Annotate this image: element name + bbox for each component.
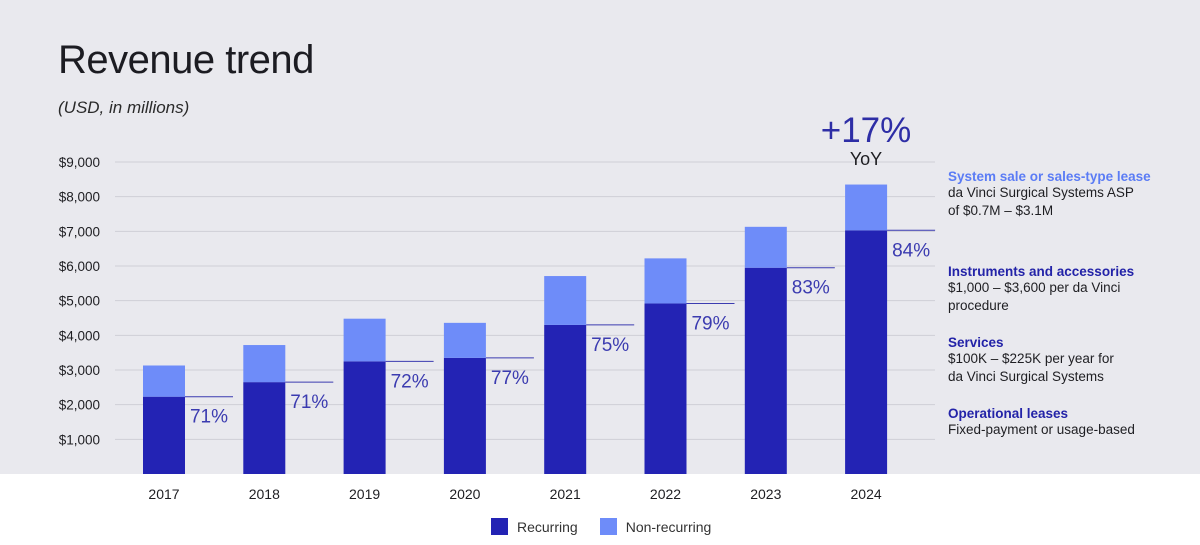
bar-recurring: [243, 382, 286, 474]
note-line: of $0.7M – $3.1M: [948, 203, 1054, 218]
y-tick-label: $2,000: [59, 398, 100, 413]
y-tick-label: $1,000: [59, 432, 100, 447]
x-tick-label: 2023: [750, 486, 781, 502]
x-tick-label: 2017: [148, 486, 179, 502]
legend-label: Recurring: [517, 518, 578, 535]
y-tick-label: $8,000: [59, 190, 100, 205]
chart-panel: [0, 0, 1200, 474]
x-tick-label: 2018: [249, 486, 280, 502]
note-system-sale: System sale or sales-type lease da Vinci…: [948, 169, 1178, 220]
recurring-share-label: 83%: [792, 278, 830, 299]
note-line: Fixed-payment or usage-based: [948, 422, 1135, 437]
bar-series: [143, 184, 888, 474]
page-subtitle: (USD, in millions): [58, 98, 190, 117]
recurring-share-label: 72%: [391, 371, 429, 392]
legend-swatch-non-recurring: [599, 518, 617, 535]
recurring-share-label: 84%: [892, 240, 930, 261]
y-tick-label: $3,000: [59, 363, 100, 378]
x-tick-label: 2020: [449, 486, 480, 502]
note-services: Services $100K – $225K per year for da V…: [948, 335, 1178, 386]
bar-recurring: [544, 324, 587, 474]
note-heading: Instruments and accessories: [948, 264, 1135, 279]
page-title: Revenue trend: [58, 38, 314, 82]
x-tick-label: 2022: [650, 486, 681, 502]
legend-swatch-recurring: [491, 518, 508, 535]
legend-item-recurring: Recurring: [491, 518, 578, 535]
note-heading: Services: [948, 335, 1004, 350]
y-tick-label: $9,000: [59, 155, 100, 170]
note-line: da Vinci Surgical Systems: [948, 369, 1104, 384]
recurring-share-label: 79%: [691, 313, 729, 334]
x-axis-ticks: 2017 2018 2019 2020 2021 2022 2023 2024: [148, 486, 881, 502]
bar-non-recurring: [544, 276, 587, 325]
bar-recurring: [845, 230, 888, 474]
bar-recurring: [343, 361, 386, 474]
note-heading: Operational leases: [948, 406, 1069, 421]
gridlines: [115, 161, 935, 440]
note-line: $1,000 – $3,600 per da Vinci: [948, 280, 1121, 295]
recurring-share-label: 71%: [190, 407, 228, 428]
bar-recurring: [143, 396, 185, 474]
recurring-share-label: 75%: [591, 335, 629, 356]
recurring-share-label: 77%: [491, 368, 529, 389]
note-line: procedure: [948, 298, 1009, 313]
bar-non-recurring: [143, 365, 185, 397]
note-operational-leases: Operational leases Fixed-payment or usag…: [948, 406, 1178, 439]
bar-non-recurring: [443, 322, 486, 358]
yoy-growth-label: YoY: [850, 149, 882, 169]
y-tick-label: $7,000: [59, 224, 100, 239]
bar-recurring: [443, 357, 486, 474]
recurring-share-label: 71%: [290, 392, 328, 413]
legend-label: Non-recurring: [625, 518, 712, 535]
note-line: $100K – $225K per year for: [948, 351, 1114, 366]
x-tick-label: 2024: [851, 486, 882, 502]
x-tick-label: 2021: [550, 486, 581, 502]
note-line: da Vinci Surgical Systems ASP: [948, 185, 1134, 200]
y-axis-ticks: $1,000 $2,000 $3,000 $4,000 $5,000 $6,000 $7,0…: [59, 155, 100, 447]
y-tick-label: $5,000: [59, 294, 100, 309]
y-tick-label: $4,000: [59, 328, 100, 343]
legend-item-non-recurring: Non-recurring: [599, 518, 712, 535]
recurring-share-labels: 71% 71% 72% 77% 75% 79% 83% 84%: [185, 229, 936, 428]
bar-non-recurring: [744, 226, 787, 268]
legend: Recurring Non-recurring: [491, 518, 733, 535]
bar-non-recurring: [644, 258, 687, 304]
yoy-growth-value: +17%: [821, 111, 912, 150]
bar-recurring: [644, 303, 687, 474]
bar-non-recurring: [845, 184, 888, 231]
x-tick-label: 2019: [349, 486, 380, 502]
bar-non-recurring: [243, 345, 286, 383]
bar-non-recurring: [343, 318, 386, 362]
note-heading: System sale or sales-type lease: [948, 169, 1151, 184]
y-tick-label: $6,000: [59, 259, 100, 274]
note-instruments: Instruments and accessories $1,000 – $3,…: [948, 264, 1178, 315]
bar-recurring: [744, 267, 787, 474]
